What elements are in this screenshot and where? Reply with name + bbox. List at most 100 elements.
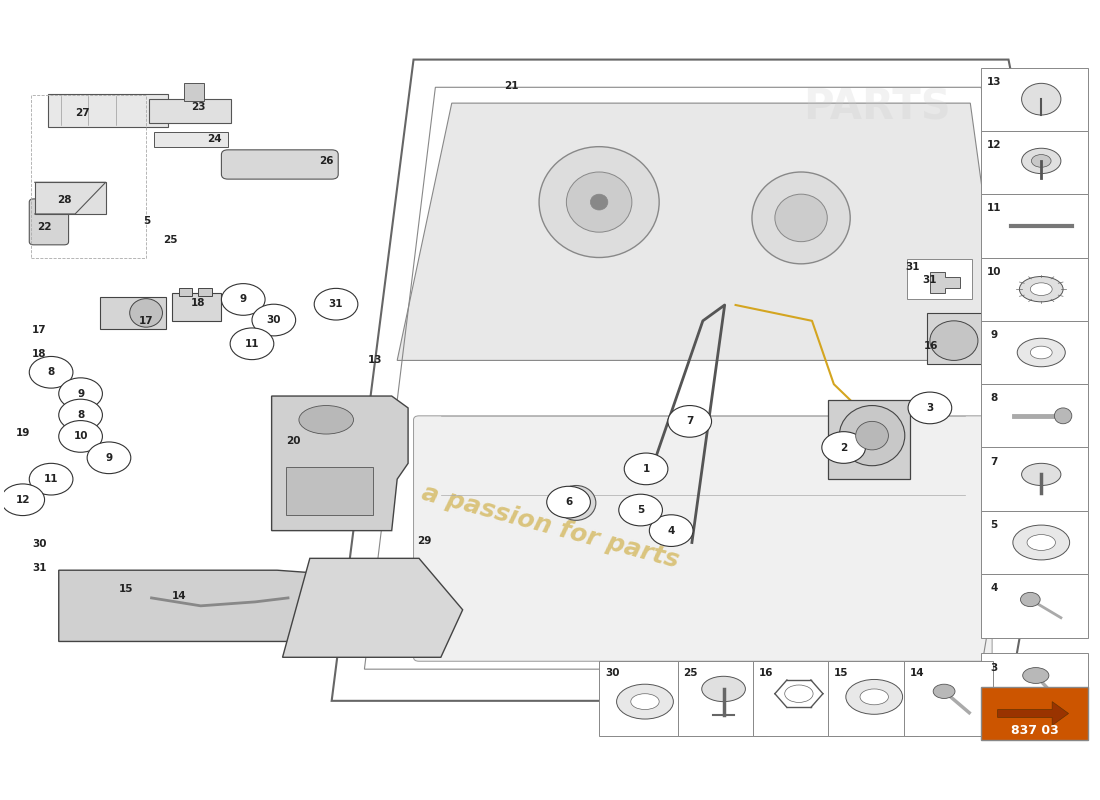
Text: 26: 26 (319, 156, 333, 166)
FancyBboxPatch shape (981, 258, 1088, 321)
Text: 1: 1 (642, 464, 650, 474)
Circle shape (315, 288, 358, 320)
Text: 4: 4 (991, 583, 998, 594)
FancyBboxPatch shape (981, 131, 1088, 194)
FancyBboxPatch shape (185, 83, 204, 101)
Ellipse shape (1031, 283, 1053, 295)
Text: a passion for parts: a passion for parts (419, 481, 681, 573)
Ellipse shape (1022, 148, 1060, 174)
FancyBboxPatch shape (828, 662, 917, 737)
Ellipse shape (1018, 338, 1065, 366)
Text: 28: 28 (57, 194, 72, 205)
Text: 3: 3 (991, 662, 998, 673)
Text: 11: 11 (44, 474, 58, 484)
Text: 20: 20 (286, 436, 300, 446)
Text: 17: 17 (32, 326, 46, 335)
Ellipse shape (933, 684, 955, 698)
Text: 13: 13 (368, 355, 383, 366)
Ellipse shape (930, 321, 978, 361)
Circle shape (668, 406, 712, 438)
Text: 9: 9 (106, 453, 112, 462)
Text: 23: 23 (191, 102, 206, 112)
Ellipse shape (591, 194, 608, 210)
Ellipse shape (630, 694, 659, 710)
Ellipse shape (1031, 346, 1053, 359)
Ellipse shape (539, 146, 659, 258)
FancyBboxPatch shape (754, 662, 843, 737)
Text: 30: 30 (605, 668, 619, 678)
FancyBboxPatch shape (414, 416, 992, 662)
Text: 9: 9 (77, 389, 84, 398)
Circle shape (58, 399, 102, 431)
Text: 10: 10 (74, 431, 88, 442)
Text: 4: 4 (668, 526, 675, 536)
Text: 21: 21 (505, 81, 519, 90)
Text: 7: 7 (991, 457, 998, 466)
Text: 6: 6 (565, 497, 572, 507)
Circle shape (547, 486, 591, 518)
Text: 19: 19 (15, 428, 30, 438)
Text: 5: 5 (991, 520, 998, 530)
Circle shape (30, 463, 73, 495)
Text: 2: 2 (840, 442, 847, 453)
Text: 24: 24 (208, 134, 222, 144)
Circle shape (30, 357, 73, 388)
Text: 11: 11 (987, 203, 1002, 214)
Ellipse shape (617, 684, 673, 719)
Text: 8: 8 (991, 394, 998, 403)
Text: 15: 15 (119, 584, 134, 594)
FancyBboxPatch shape (981, 321, 1088, 384)
Ellipse shape (860, 689, 889, 705)
Text: 31: 31 (923, 274, 937, 285)
Ellipse shape (566, 172, 631, 232)
FancyBboxPatch shape (981, 67, 1088, 131)
FancyBboxPatch shape (154, 133, 228, 146)
Text: 10: 10 (987, 266, 1002, 277)
Text: 9: 9 (240, 294, 246, 305)
Circle shape (58, 421, 102, 452)
FancyBboxPatch shape (678, 662, 767, 737)
Text: 16: 16 (924, 341, 938, 351)
Circle shape (619, 494, 662, 526)
FancyBboxPatch shape (286, 467, 373, 514)
Ellipse shape (1022, 83, 1060, 115)
Text: 25: 25 (683, 668, 698, 678)
Text: 12: 12 (987, 140, 1002, 150)
FancyBboxPatch shape (981, 447, 1088, 511)
FancyBboxPatch shape (981, 654, 1088, 717)
FancyBboxPatch shape (47, 94, 168, 127)
Ellipse shape (1023, 667, 1049, 683)
Ellipse shape (1054, 408, 1071, 424)
Ellipse shape (1021, 592, 1041, 606)
FancyBboxPatch shape (221, 150, 338, 179)
Ellipse shape (1020, 277, 1063, 302)
Text: 16: 16 (759, 668, 773, 678)
FancyBboxPatch shape (173, 293, 221, 321)
FancyBboxPatch shape (908, 259, 972, 298)
FancyBboxPatch shape (30, 199, 68, 245)
Text: 31: 31 (329, 299, 343, 310)
Polygon shape (283, 558, 463, 658)
Ellipse shape (856, 422, 889, 450)
Text: 13: 13 (987, 77, 1002, 86)
Text: 18: 18 (32, 349, 46, 359)
Circle shape (624, 453, 668, 485)
Ellipse shape (846, 679, 903, 714)
Text: 3: 3 (926, 403, 934, 413)
Ellipse shape (1013, 525, 1069, 560)
Ellipse shape (1027, 534, 1055, 550)
Text: 27: 27 (76, 109, 90, 118)
Ellipse shape (1032, 154, 1052, 167)
FancyBboxPatch shape (981, 384, 1088, 447)
Text: 15: 15 (834, 668, 849, 678)
Text: 12: 12 (15, 494, 30, 505)
FancyBboxPatch shape (981, 686, 1088, 741)
Text: 31: 31 (905, 262, 920, 272)
Text: 837 03: 837 03 (1011, 725, 1058, 738)
Text: 5: 5 (143, 216, 151, 226)
Polygon shape (272, 396, 408, 530)
Text: 14: 14 (172, 590, 186, 601)
Ellipse shape (839, 406, 905, 466)
Text: 31: 31 (32, 563, 46, 573)
FancyBboxPatch shape (600, 662, 689, 737)
